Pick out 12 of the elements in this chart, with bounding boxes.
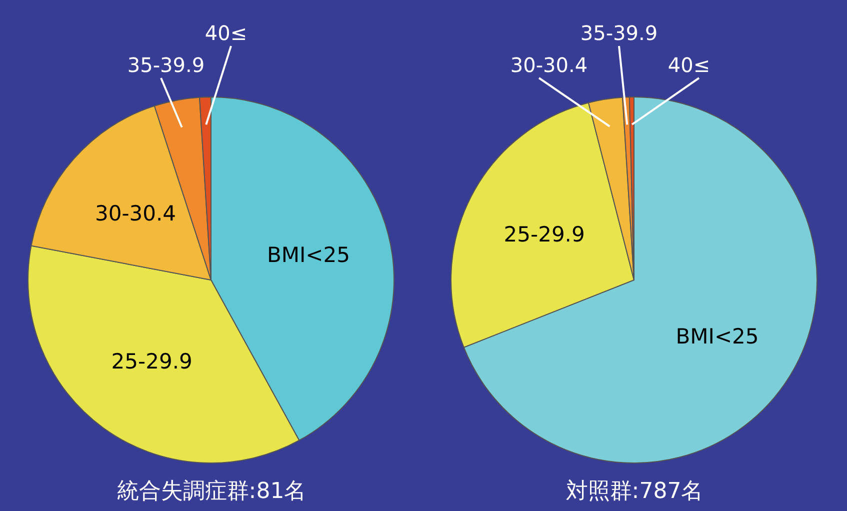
text: 統合失調症群:81名: [116, 478, 308, 506]
slice-label: 25-29.9: [111, 349, 192, 374]
slice-label: 35-39.9: [127, 53, 205, 77]
text: 対照群:787名: [564, 478, 704, 506]
slice-label: 30-30.4: [510, 53, 588, 77]
slice-label: 40≤: [668, 53, 710, 77]
slice-label: 40≤: [204, 21, 248, 45]
slice-label: BMI<25: [266, 242, 350, 267]
slice-label: 30-30.4: [94, 201, 176, 226]
slice-label: 25-29.9: [504, 222, 585, 246]
slice-label: BMI<25: [676, 324, 759, 349]
slice-label: 35-39.9: [580, 21, 658, 45]
